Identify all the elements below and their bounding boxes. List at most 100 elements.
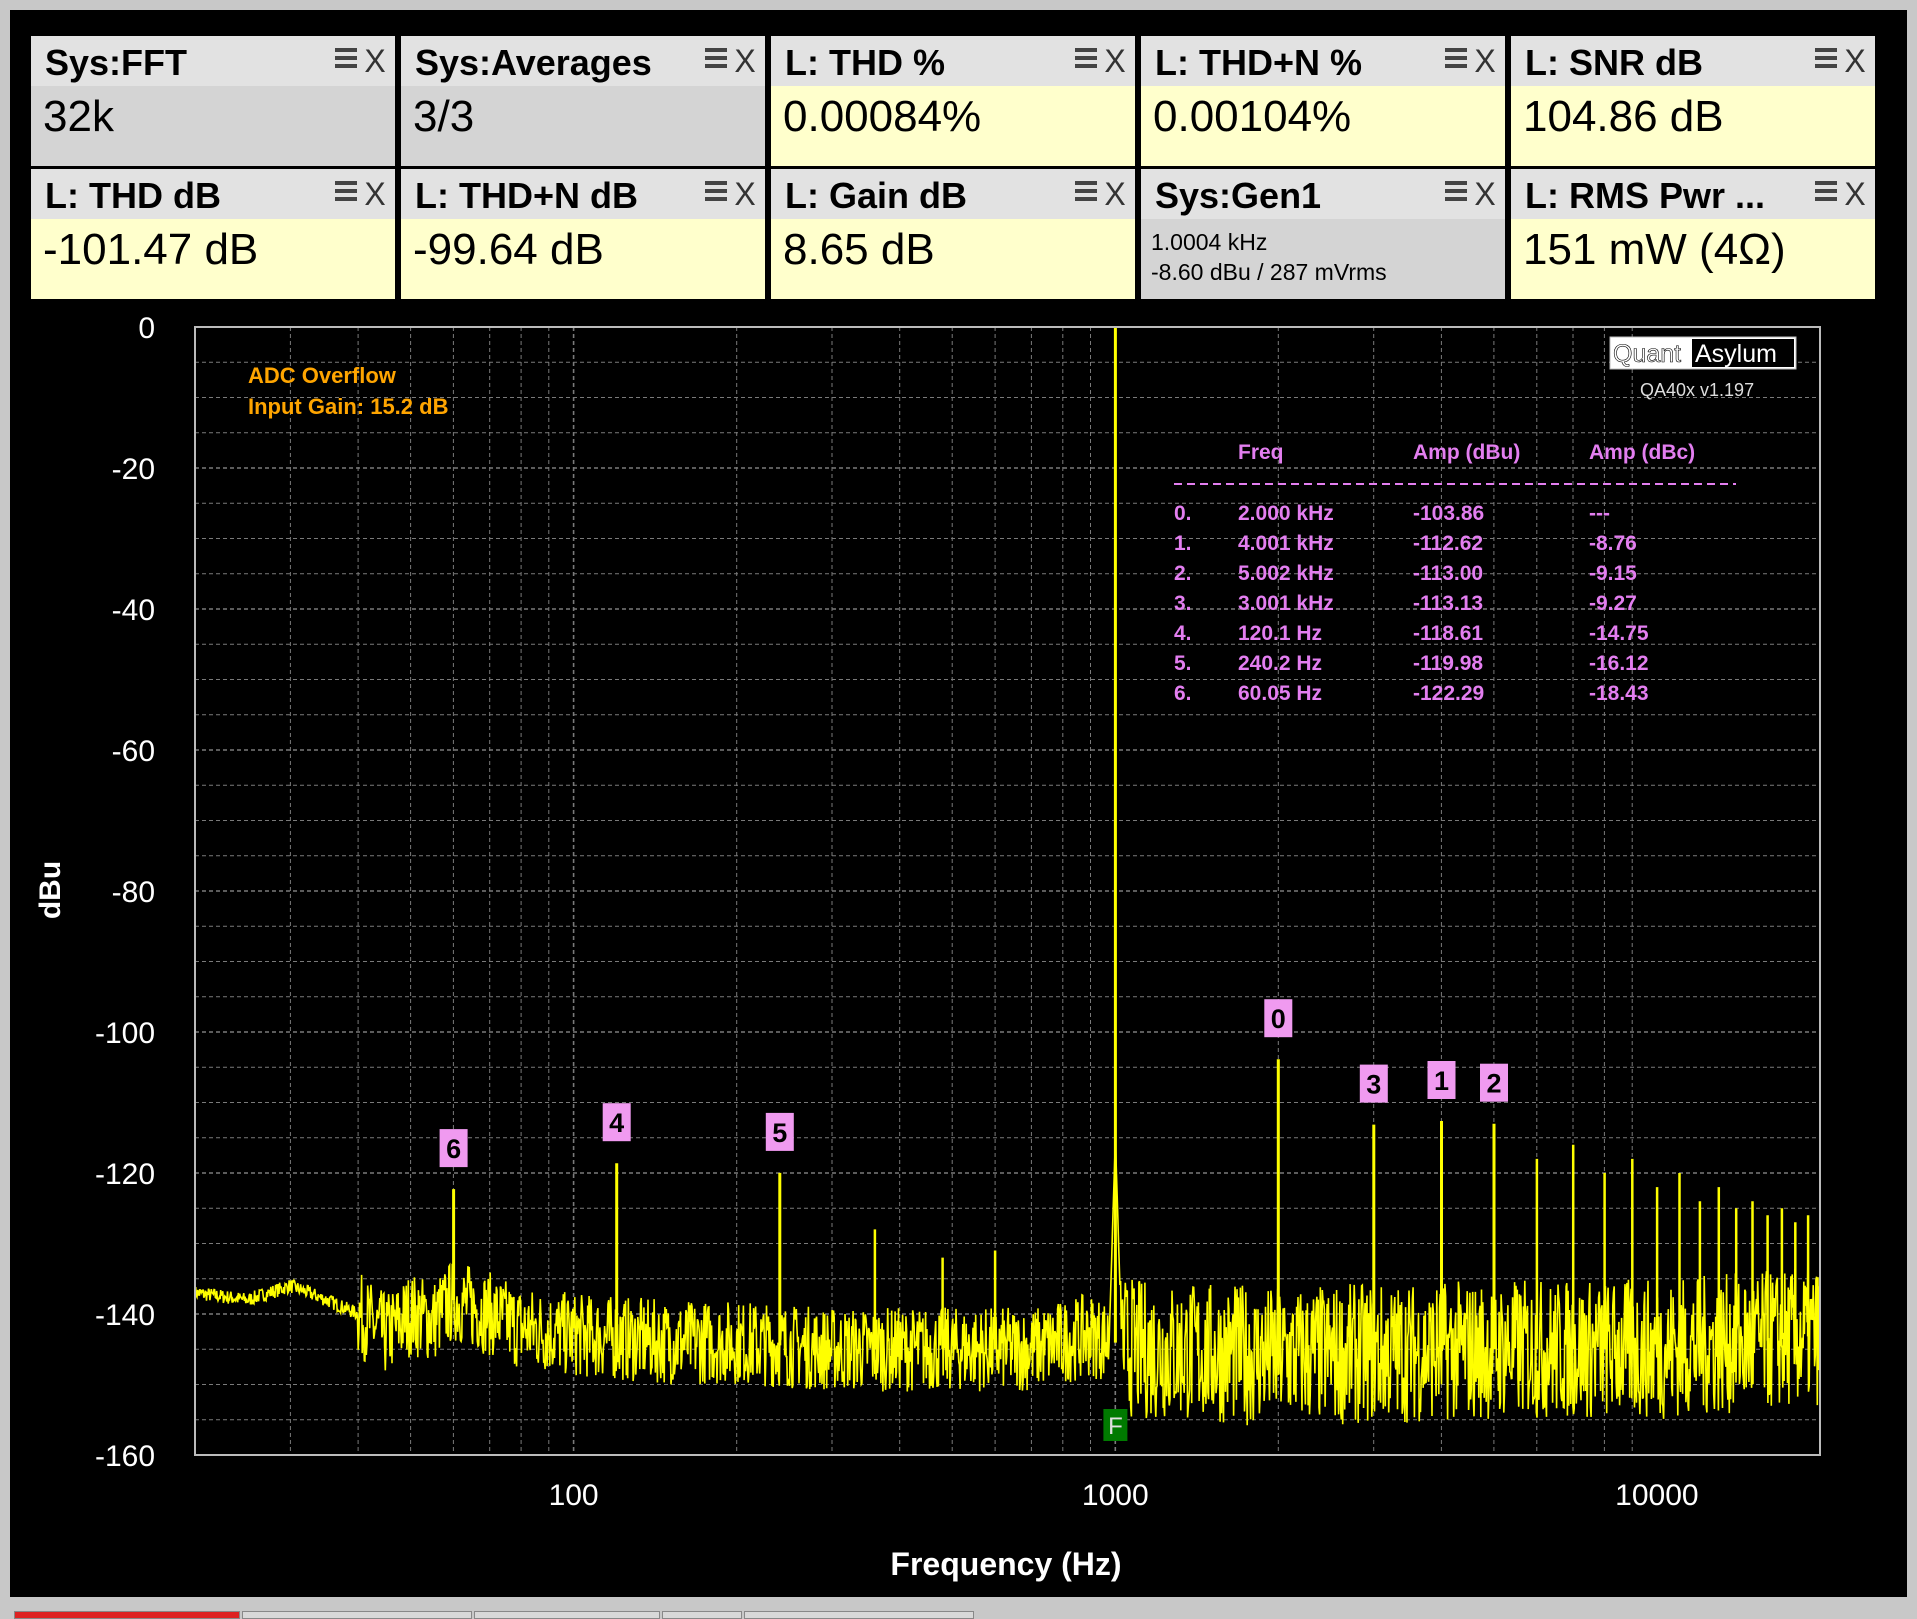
peak-marker[interactable]: 1 [1427, 1061, 1456, 1099]
y-tick-label: 0 [138, 312, 155, 345]
menu-lines-icon[interactable] [1445, 48, 1467, 74]
tile-rms-power[interactable]: L: RMS Pwr ... X 151 mW (4Ω) [1511, 169, 1875, 299]
peak-marker[interactable]: 2 [1480, 1063, 1508, 1102]
peak-marker-label: 0 [1271, 1004, 1286, 1034]
tile-value: 3/3 [413, 92, 475, 141]
peak-marker-label: 4 [609, 1108, 624, 1138]
tile-body: 0.00104% [1141, 86, 1505, 166]
table-header-freq: Freq [1238, 441, 1284, 464]
tile-header: L: THD+N % X [1141, 36, 1505, 86]
y-tick-label: -80 [112, 876, 155, 909]
input-gain-status: Input Gain: 15.2 dB [248, 394, 448, 419]
bottom-tab[interactable] [744, 1611, 974, 1619]
row-frequency: 4.001 kHz [1238, 532, 1334, 555]
bottom-tab-strip [0, 1611, 980, 1619]
table-row: 3. 3.001 kHz -113.13 -9.27 [1174, 592, 1637, 615]
peak-marker[interactable]: 0 [1264, 999, 1293, 1038]
tile-thd-db[interactable]: L: THD dB X -101.47 dB [31, 169, 395, 299]
tile-title: L: THD+N dB [415, 175, 638, 216]
row-index: 0. [1174, 502, 1192, 525]
close-icon[interactable]: X [734, 176, 756, 212]
row-frequency: 5.002 kHz [1238, 562, 1334, 585]
tile-body: 3/3 [401, 86, 765, 166]
row-amp-dbc: -8.76 [1589, 532, 1637, 555]
peak-marker[interactable]: 4 [602, 1103, 631, 1142]
y-tick-label: -140 [95, 1299, 155, 1332]
tile-body: 32k [31, 86, 395, 166]
window-border-top [0, 0, 1917, 10]
menu-lines-icon[interactable] [1815, 181, 1837, 207]
logo-asylum: Asylum [1695, 340, 1777, 368]
menu-lines-icon[interactable] [1075, 48, 1097, 74]
tile-header: Sys:Averages X [401, 36, 765, 86]
close-icon[interactable]: X [1844, 176, 1866, 212]
grid [194, 326, 1820, 1456]
fft-spectrum-plot[interactable]: 0 -20 -40 -60 -80 -100 -120 -140 -160 100 1000 1000… [0, 300, 1917, 1600]
window-border-left [0, 0, 10, 1619]
tile-value: 0.00104% [1153, 92, 1352, 141]
tile-title: Sys:Averages [415, 42, 652, 83]
row-amp-dbu: -112.62 [1413, 532, 1483, 555]
window-border-right [1907, 0, 1917, 1619]
row-index: 6. [1174, 682, 1192, 705]
tile-thd-percent[interactable]: L: THD % X 0.00084% [771, 36, 1135, 166]
tile-value: 8.65 dB [783, 225, 935, 274]
tile-thdn-db[interactable]: L: THD+N dB X -99.64 dB [401, 169, 765, 299]
table-header-amp-dbu: Amp (dBu) [1413, 441, 1520, 464]
tile-header: L: Gain dB X [771, 169, 1135, 219]
row-amp-dbc: -16.12 [1589, 652, 1649, 675]
generator-frequency: 1.0004 kHz [1151, 229, 1268, 255]
tile-value: -99.64 dB [413, 225, 604, 274]
spectrum-trace [194, 327, 1821, 1426]
tile-snr-db[interactable]: L: SNR dB X 104.86 dB [1511, 36, 1875, 166]
peak-marker[interactable]: 6 [439, 1129, 468, 1168]
fundamental-marker[interactable]: F [1103, 1409, 1128, 1441]
row-amp-dbc: -14.75 [1589, 622, 1649, 645]
close-icon[interactable]: X [1104, 176, 1126, 212]
close-icon[interactable]: X [1844, 43, 1866, 79]
menu-lines-icon[interactable] [1075, 181, 1097, 207]
x-axis-label: Frequency (Hz) [890, 1546, 1121, 1582]
software-version: QA40x v1.197 [1640, 380, 1754, 400]
logo-quant: Quant [1613, 340, 1681, 368]
menu-lines-icon[interactable] [335, 181, 357, 207]
tile-gain-db[interactable]: L: Gain dB X 8.65 dB [771, 169, 1135, 299]
close-icon[interactable]: X [1474, 43, 1496, 79]
close-icon[interactable]: X [1104, 43, 1126, 79]
close-icon[interactable]: X [364, 43, 386, 79]
tile-header: Sys:FFT X [31, 36, 395, 86]
tile-sys-fft[interactable]: Sys:FFT X 32k [31, 36, 395, 166]
x-tick-label: 10000 [1615, 1479, 1698, 1512]
close-icon[interactable]: X [1474, 176, 1496, 212]
peak-marker-label: 1 [1434, 1066, 1449, 1096]
peak-marker-box [439, 1129, 468, 1168]
close-icon[interactable]: X [734, 43, 756, 79]
table-header-amp-dbc: Amp (dBc) [1589, 441, 1695, 464]
tile-title: L: SNR dB [1525, 42, 1703, 83]
row-frequency: 240.2 Hz [1238, 652, 1322, 675]
peak-marker-box [1359, 1064, 1388, 1103]
menu-lines-icon[interactable] [1815, 48, 1837, 74]
tile-sys-gen1[interactable]: Sys:Gen1 X 1.0004 kHz -8.60 dBu / 287 mV… [1141, 169, 1505, 299]
menu-lines-icon[interactable] [705, 181, 727, 207]
adc-overflow-status: ADC Overflow [248, 363, 397, 388]
row-frequency: 2.000 kHz [1238, 502, 1334, 525]
tile-thdn-percent[interactable]: L: THD+N % X 0.00104% [1141, 36, 1505, 166]
bottom-tab[interactable] [242, 1611, 472, 1619]
peak-marker[interactable]: 3 [1359, 1064, 1388, 1103]
row-amp-dbc: -9.15 [1589, 562, 1637, 585]
bottom-tab[interactable] [474, 1611, 660, 1619]
tile-title: Sys:FFT [45, 42, 188, 83]
peak-marker[interactable]: 5 [765, 1112, 794, 1151]
bottom-tab-active[interactable] [14, 1611, 240, 1619]
bottom-tab[interactable] [662, 1611, 742, 1619]
menu-lines-icon[interactable] [1445, 181, 1467, 207]
fundamental-marker-box [1103, 1409, 1128, 1441]
peak-marker-box [1264, 999, 1293, 1038]
close-icon[interactable]: X [364, 176, 386, 212]
harmonic-peak-table: Freq Amp (dBu) Amp (dBc) 0. 2.000 kHz -103… [1174, 441, 1736, 705]
peak-marker-label: 6 [446, 1134, 461, 1164]
tile-sys-averages[interactable]: Sys:Averages X 3/3 [401, 36, 765, 166]
menu-lines-icon[interactable] [705, 48, 727, 74]
menu-lines-icon[interactable] [335, 48, 357, 74]
